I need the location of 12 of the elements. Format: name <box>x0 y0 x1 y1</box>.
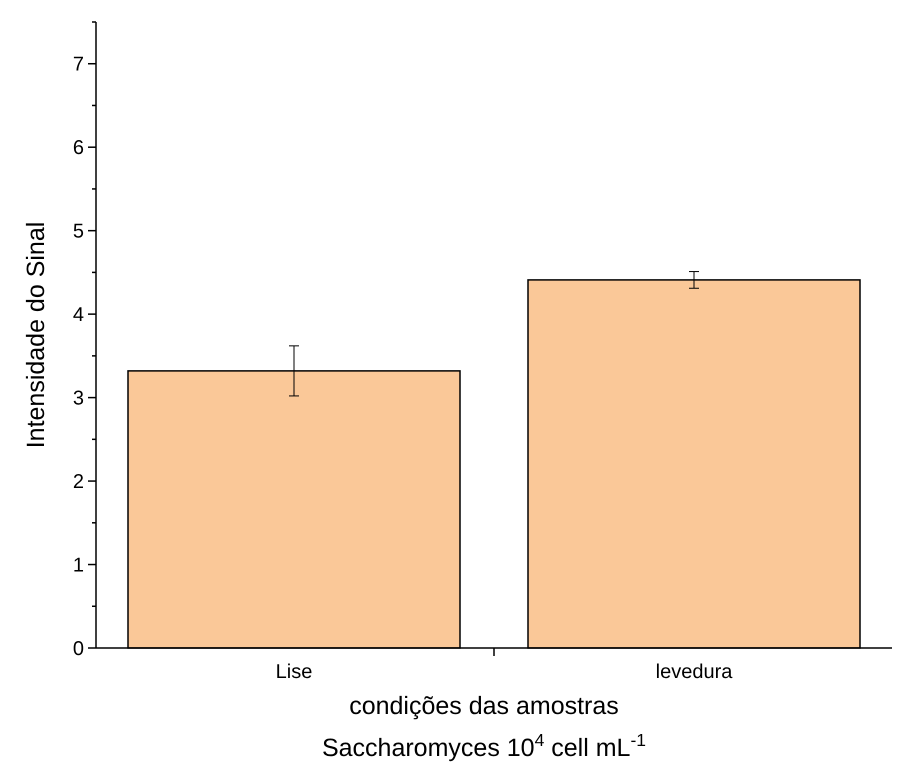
x-tick-label: levedura <box>656 661 734 683</box>
y-tick-label: 5 <box>72 220 84 243</box>
y-tick-label: 2 <box>72 471 84 494</box>
y-tick-label: 0 <box>72 638 84 660</box>
y-axis-title: Intensidade do Sinal <box>22 222 50 448</box>
y-tick-label: 4 <box>72 304 84 326</box>
y-tick-label: 6 <box>72 137 84 160</box>
x-axis-title: condições das amostras Saccharomyces 10$^{4}$ cell mL$^{-1}$ <box>322 692 646 762</box>
y-tick-label: 1 <box>72 554 84 577</box>
x-tick-label: Lise <box>276 661 312 683</box>
y-tick-label: 3 <box>72 388 84 410</box>
y-tick-label: 7 <box>72 54 84 76</box>
